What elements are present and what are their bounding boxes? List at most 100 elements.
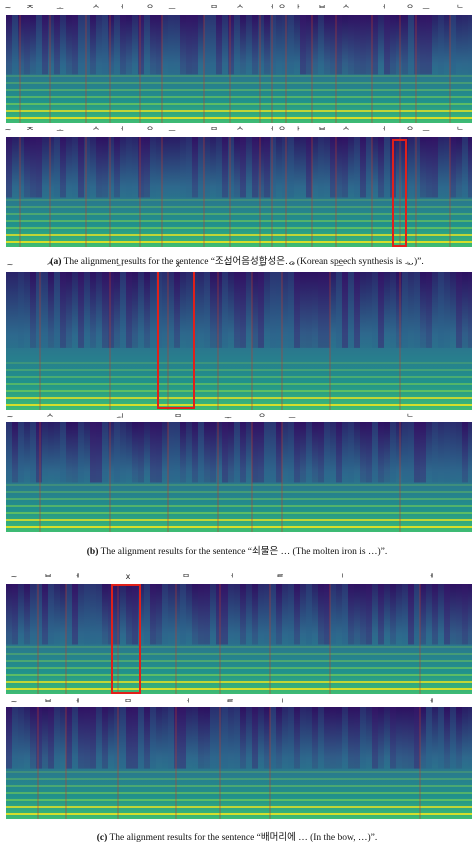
harmonic-band bbox=[6, 376, 472, 378]
harmonic-band bbox=[6, 498, 472, 500]
phoneme-label: ᄉ bbox=[92, 126, 100, 135]
spectrogram-image bbox=[6, 272, 472, 410]
spectrogram-c1 bbox=[6, 584, 472, 694]
phoneme-label: ᄆ bbox=[210, 126, 218, 135]
phoneme-label: ᅬ bbox=[116, 261, 124, 270]
phoneme-label: ᅮ bbox=[258, 261, 266, 270]
phoneme-label: ᅦ bbox=[426, 698, 434, 707]
phoneme-labels-a1: ~ ᄌ ᅩ ᄉ ᅥ ᄋ ᅳ ᄆ ᄉ ᅥ ᄋ ᅡ ᄇ ᄉ ᅥ ᄋ ᅳ ᄂ bbox=[0, 3, 474, 15]
harmonic-band bbox=[6, 117, 472, 119]
spectrogram-image bbox=[6, 422, 472, 532]
phoneme-labels-b1: ~ ᄉ ᅬ x ᄆ ᅮ ᄋ ᅳ ᄂ bbox=[0, 260, 474, 272]
spectrogram-c2 bbox=[6, 707, 472, 819]
phoneme-label: ᅥ bbox=[266, 126, 274, 135]
phoneme-label: ᅥ bbox=[226, 573, 234, 582]
caption-b: (b) The alignment results for the senten… bbox=[0, 543, 474, 557]
phoneme-label: ~ bbox=[6, 260, 14, 269]
panel-b: ~ ᄉ ᅬ x ᄆ ᅮ ᄋ ᅳ ᄂ ~ ᄉ ᅬ ᄆ ᅮ ᄋ ᅳ ᄂ (b) The alignment res… bbox=[0, 260, 474, 557]
harmonic-band bbox=[6, 512, 472, 514]
spectrogram-b2 bbox=[6, 422, 472, 532]
phoneme-label: ᄋ bbox=[288, 261, 296, 270]
phoneme-labels-c1: ~ ᄇ ᅦ x ᄆ ᅥ ᄅ ᅵ ᅦ bbox=[0, 572, 474, 584]
spectrogram-image bbox=[6, 584, 472, 694]
phoneme-label: ᄇ bbox=[318, 126, 326, 135]
phoneme-label: ᄋ bbox=[146, 126, 154, 135]
harmonic-band bbox=[6, 103, 472, 105]
phoneme-label: ᄉ bbox=[236, 126, 244, 135]
harmonic-band bbox=[6, 369, 472, 371]
phoneme-label: ᄆ bbox=[210, 4, 218, 13]
highlight-box bbox=[392, 139, 407, 247]
caption-letter-a: (a) bbox=[50, 257, 62, 267]
phoneme-label: ᅥ bbox=[266, 4, 274, 13]
spectrogram-b1 bbox=[6, 272, 472, 410]
caption-a: (a) The alignment results for the senten… bbox=[0, 253, 474, 267]
phoneme-label: ᅩ bbox=[56, 126, 64, 135]
harmonic-band bbox=[6, 660, 472, 662]
highlight-box bbox=[157, 272, 195, 409]
harmonic-band bbox=[6, 792, 472, 794]
phoneme-label: ᅩ bbox=[56, 4, 64, 13]
harmonic-band bbox=[6, 785, 472, 787]
phoneme-label: ᅳ bbox=[422, 126, 430, 135]
phoneme-label: ~ bbox=[10, 697, 18, 706]
harmonic-band bbox=[6, 667, 472, 669]
phoneme-label: ᄆ bbox=[124, 698, 132, 707]
phoneme-label: ᅵ bbox=[336, 573, 344, 582]
harmonic-band bbox=[6, 484, 472, 486]
phoneme-label: ᄉ bbox=[342, 126, 350, 135]
phoneme-label: ᄆ bbox=[174, 413, 182, 422]
phoneme-label: ᄌ bbox=[26, 126, 34, 135]
phoneme-label: ᄅ bbox=[226, 698, 234, 707]
phoneme-label: ᄋ bbox=[258, 413, 266, 422]
spectrogram-a2 bbox=[6, 137, 472, 247]
phoneme-label: ᄂ bbox=[406, 413, 414, 422]
phoneme-label: ᅬ bbox=[116, 413, 124, 422]
caption-text-b: The alignment results for the sentence “… bbox=[100, 547, 388, 557]
phoneme-label: ᅮ bbox=[224, 413, 232, 422]
phoneme-label: x bbox=[125, 572, 131, 581]
phoneme-label: ᄌ bbox=[26, 4, 34, 13]
caption-c: (c) The alignment results for the senten… bbox=[0, 829, 474, 843]
phoneme-label: ᄅ bbox=[276, 573, 284, 582]
phoneme-label: ᅥ bbox=[182, 698, 190, 707]
phoneme-label: ᅦ bbox=[72, 698, 80, 707]
harmonic-band bbox=[6, 220, 472, 222]
harmonic-band bbox=[6, 799, 472, 801]
phoneme-label: ᅳ bbox=[422, 4, 430, 13]
phoneme-label: ᄇ bbox=[318, 4, 326, 13]
harmonic-band bbox=[6, 110, 472, 112]
phoneme-label: ᄂ bbox=[456, 126, 464, 135]
phoneme-label: ᅳ bbox=[168, 126, 176, 135]
phoneme-label: ~ bbox=[4, 3, 12, 12]
phoneme-label: ᅥ bbox=[116, 4, 124, 13]
spectrogram-background bbox=[6, 272, 472, 410]
phoneme-label: ᅡ bbox=[292, 4, 300, 13]
harmonic-band bbox=[6, 688, 472, 690]
harmonic-band bbox=[6, 390, 472, 392]
phoneme-label: ᅦ bbox=[426, 573, 434, 582]
phoneme-label: ᅥ bbox=[378, 126, 386, 135]
phoneme-label: ᄉ bbox=[92, 4, 100, 13]
phoneme-label: ᄇ bbox=[44, 573, 52, 582]
harmonic-band bbox=[6, 681, 472, 683]
harmonic-band bbox=[6, 646, 472, 648]
harmonic-band bbox=[6, 206, 472, 208]
phoneme-label: ᅥ bbox=[116, 126, 124, 135]
harmonic-band bbox=[6, 519, 472, 521]
phoneme-labels-b2: ~ ᄉ ᅬ ᄆ ᅮ ᄋ ᅳ ᄂ bbox=[0, 412, 474, 424]
phoneme-label: x bbox=[175, 260, 181, 269]
caption-text-a: The alignment results for the sentence “… bbox=[63, 257, 424, 267]
caption-letter-c: (c) bbox=[96, 833, 108, 843]
phoneme-label: ᅥ bbox=[378, 4, 386, 13]
phoneme-label: ᄋ bbox=[146, 4, 154, 13]
spectrogram-image bbox=[6, 137, 472, 247]
harmonic-band bbox=[6, 383, 472, 385]
phoneme-label: ᄉ bbox=[46, 261, 54, 270]
phoneme-label: ᅵ bbox=[276, 698, 284, 707]
phoneme-label: ᄋ bbox=[278, 4, 286, 13]
harmonic-band bbox=[6, 362, 472, 364]
harmonic-band bbox=[6, 526, 472, 528]
harmonic-band bbox=[6, 397, 472, 399]
